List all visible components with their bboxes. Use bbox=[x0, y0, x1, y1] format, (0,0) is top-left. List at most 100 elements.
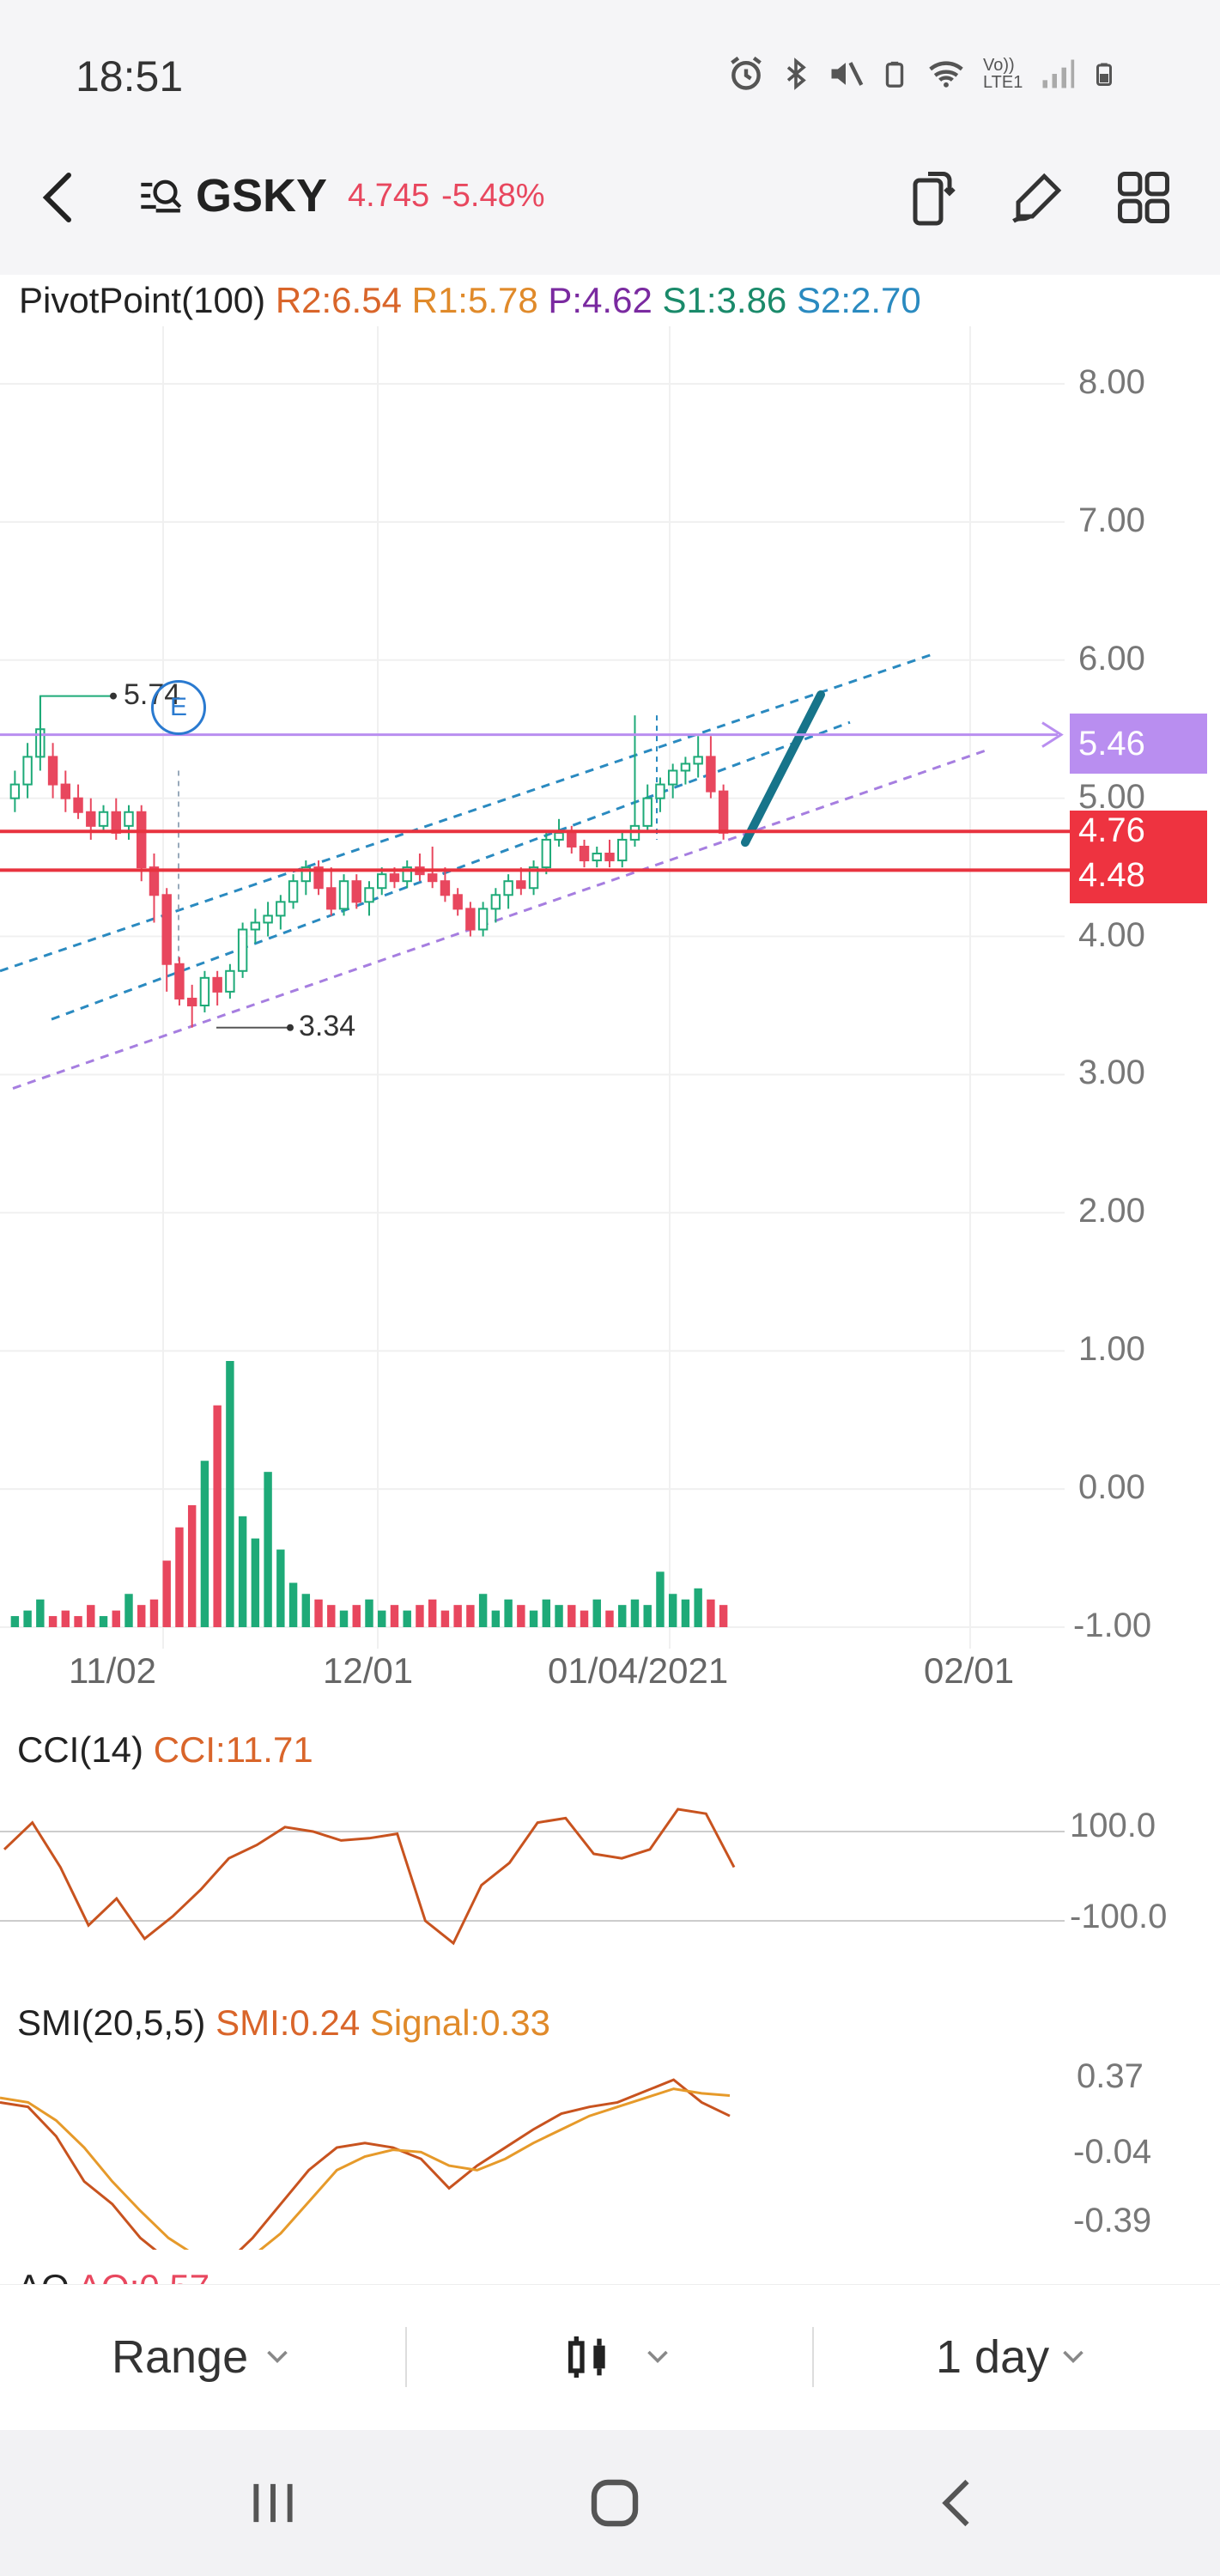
battery-icon bbox=[1096, 63, 1112, 86]
candle-body bbox=[693, 756, 703, 765]
candle-body bbox=[124, 811, 134, 827]
candle-body bbox=[452, 894, 463, 910]
candle-body bbox=[617, 838, 628, 862]
date-label-dec: 12/01 bbox=[323, 1650, 414, 1691]
nav-back-button[interactable] bbox=[913, 2464, 999, 2542]
smi-signal: Signal:0.33 bbox=[369, 2002, 551, 2043]
candle-body bbox=[338, 880, 349, 910]
candle-body bbox=[174, 963, 185, 999]
price-tick: 2.00 bbox=[1078, 1192, 1145, 1230]
rotate-screen-button[interactable] bbox=[898, 163, 967, 232]
ticker-symbol: GSKY bbox=[196, 170, 328, 222]
smi-title[interactable]: SMI(20,5,5) SMI:0.24 Signal:0.33 bbox=[17, 2002, 550, 2044]
volume-bar bbox=[390, 1605, 399, 1627]
volume-bar bbox=[568, 1605, 576, 1627]
price-tick: 0.00 bbox=[1078, 1468, 1145, 1507]
channel-lower-line bbox=[12, 748, 988, 1090]
chevron-down-icon bbox=[1063, 2350, 1083, 2364]
interval-label: 1 day bbox=[936, 2331, 1050, 2383]
cci-label: CCI(14) bbox=[17, 1729, 144, 1770]
battery-saver-icon bbox=[885, 61, 904, 88]
candle-body bbox=[718, 790, 729, 834]
candle-body bbox=[250, 921, 261, 931]
volume-bar bbox=[314, 1599, 323, 1627]
candle-body bbox=[567, 831, 577, 848]
pivot-p: P:4.62 bbox=[548, 280, 652, 320]
volume-bar bbox=[643, 1605, 652, 1627]
recents-icon bbox=[253, 2483, 293, 2523]
price-tick: 3.00 bbox=[1078, 1054, 1145, 1092]
tag-support-1: 4.76 bbox=[1070, 811, 1207, 850]
volume-bar bbox=[466, 1605, 475, 1627]
volume-bar bbox=[416, 1605, 424, 1627]
status-icons: Vo)) LTE1 bbox=[727, 55, 1117, 93]
price-tick: 7.00 bbox=[1078, 501, 1145, 539]
candle-body bbox=[212, 976, 222, 993]
cci-title[interactable]: CCI(14) CCI:11.71 bbox=[17, 1729, 313, 1771]
layout-grid-button[interactable] bbox=[1109, 163, 1178, 232]
event-marker[interactable]: E bbox=[151, 680, 206, 735]
volume-bar bbox=[403, 1610, 411, 1627]
volume-bar bbox=[440, 1610, 450, 1627]
smi-line bbox=[0, 2078, 731, 2250]
candle-body bbox=[528, 866, 539, 890]
symbol-search-icon bbox=[141, 179, 182, 213]
volume-bar bbox=[74, 1616, 82, 1627]
volume-bar bbox=[124, 1594, 133, 1627]
ao-label: AO bbox=[17, 2267, 70, 2286]
volume-bar bbox=[10, 1616, 20, 1627]
candle-body bbox=[642, 797, 652, 827]
low-dot bbox=[287, 1024, 294, 1031]
chart-type-dropdown[interactable] bbox=[561, 2318, 673, 2396]
chevron-down-icon bbox=[647, 2350, 668, 2364]
candle-body bbox=[667, 769, 678, 786]
volume-bar bbox=[226, 1361, 234, 1627]
recents-button[interactable] bbox=[230, 2464, 316, 2542]
pivot-indicator-title[interactable]: PivotPoint(100) R2:6.54 R1:5.78 P:4.62 S… bbox=[19, 280, 921, 321]
volume-bar bbox=[187, 1504, 197, 1627]
candle-body bbox=[263, 914, 273, 924]
ao-value: AO:0.57 bbox=[77, 2267, 209, 2286]
volume-bar bbox=[251, 1538, 260, 1627]
candle-body bbox=[477, 908, 489, 931]
candle-body bbox=[47, 756, 58, 786]
ao-title[interactable]: AO AO:0.57 bbox=[17, 2267, 209, 2286]
volume-bar bbox=[592, 1599, 601, 1627]
price-chart[interactable] bbox=[0, 326, 1220, 1700]
range-dropdown[interactable]: Range bbox=[112, 2318, 293, 2396]
volte-icon: Vo)) LTE1 bbox=[983, 56, 1023, 92]
date-label-jan: 01/04/2021 bbox=[548, 1650, 729, 1691]
candle-body bbox=[288, 880, 299, 903]
interval-dropdown[interactable]: 1 day bbox=[936, 2318, 1089, 2396]
high-bracket bbox=[39, 695, 112, 757]
volume-bar bbox=[668, 1594, 677, 1627]
bluetooth-icon bbox=[786, 58, 806, 90]
volume-bar bbox=[656, 1571, 665, 1627]
candle-body bbox=[706, 756, 716, 793]
volume-bar bbox=[149, 1599, 159, 1627]
volume-bar bbox=[238, 1516, 247, 1627]
volume-bar bbox=[175, 1527, 184, 1627]
draw-pen-icon bbox=[1012, 173, 1062, 223]
home-icon bbox=[591, 2479, 639, 2527]
candle-body bbox=[490, 894, 501, 910]
candle-body bbox=[111, 811, 121, 834]
candle-body bbox=[554, 831, 564, 841]
price-tick: 1.00 bbox=[1078, 1330, 1145, 1369]
candle-body bbox=[225, 969, 235, 993]
smi-tick-mid: -0.04 bbox=[1073, 2133, 1152, 2171]
ticker-selector[interactable]: GSKY 4.745 -5.48% bbox=[137, 165, 545, 227]
volume-bar bbox=[580, 1610, 589, 1627]
home-button[interactable] bbox=[572, 2464, 658, 2542]
draw-tool-button[interactable] bbox=[1003, 163, 1071, 232]
grid-icon bbox=[1118, 172, 1169, 223]
back-button[interactable] bbox=[24, 163, 93, 232]
resistance-arrow bbox=[1041, 721, 1064, 748]
candle-body bbox=[199, 976, 210, 1006]
smi-chart[interactable] bbox=[0, 2052, 1065, 2250]
smi-label: SMI(20,5,5) bbox=[17, 2002, 206, 2043]
cci-chart[interactable] bbox=[0, 1777, 1065, 1975]
drawn-arrow-line bbox=[741, 690, 825, 848]
date-label-nov: 11/02 bbox=[69, 1650, 156, 1691]
candle-body bbox=[186, 997, 197, 1007]
